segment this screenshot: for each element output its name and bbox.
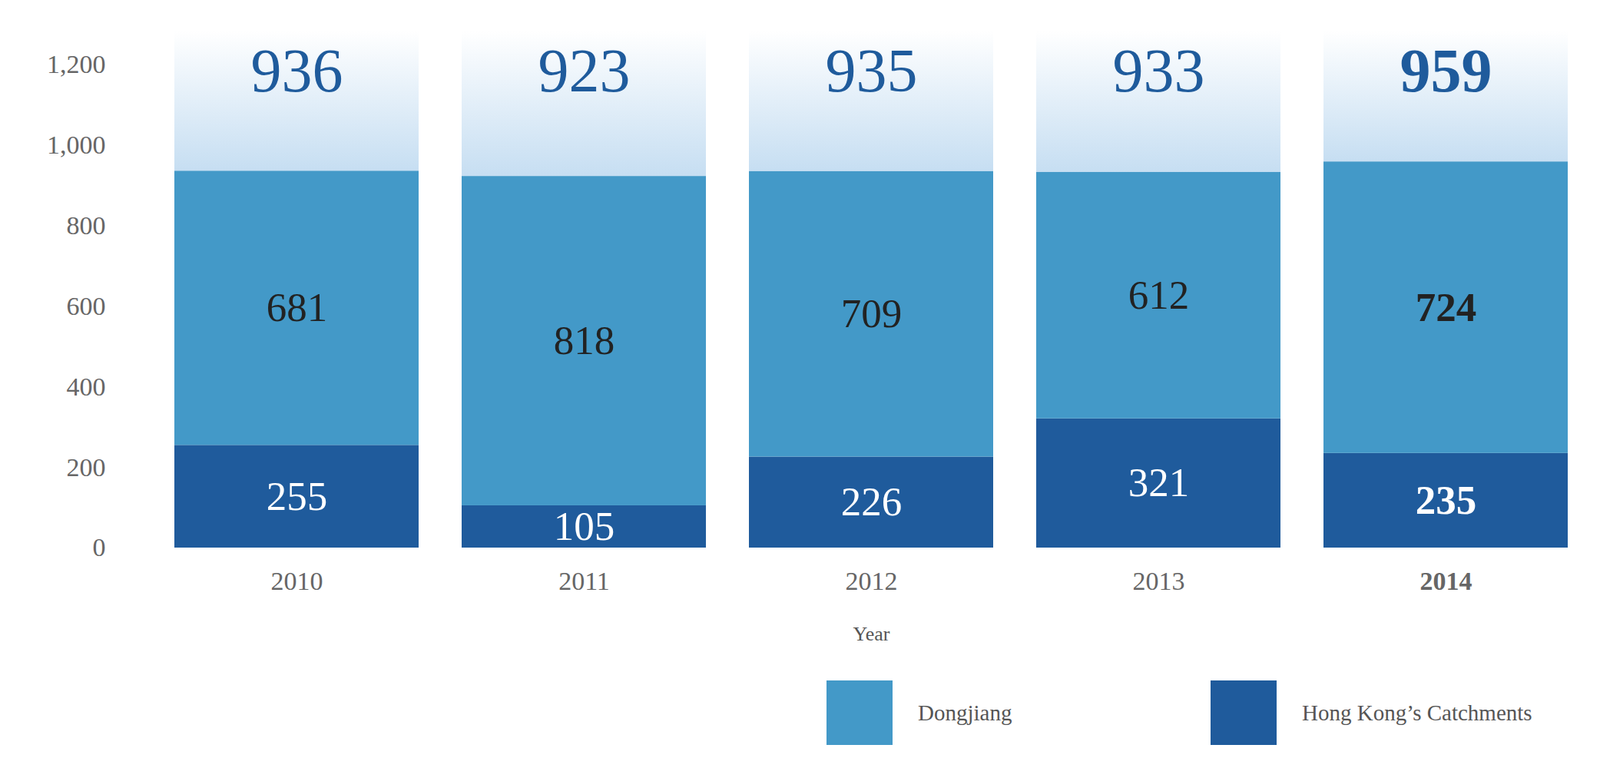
svg-text:959: 959 [1400, 36, 1493, 105]
svg-text:Year: Year [853, 622, 891, 646]
svg-text:923: 923 [538, 36, 631, 105]
svg-text:235: 235 [1415, 477, 1478, 523]
svg-text:935: 935 [825, 36, 918, 105]
svg-text:724: 724 [1415, 284, 1478, 330]
svg-text:105: 105 [553, 503, 616, 549]
svg-text:612: 612 [1128, 272, 1190, 318]
html-text:Hong Kong’s Catchments: Hong Kong’s Catchments [1301, 700, 1533, 725]
svg-text:2013: 2013 [1132, 566, 1186, 596]
svg-text:681: 681 [266, 284, 328, 330]
svg-text:600: 600 [66, 291, 107, 321]
svg-text:818: 818 [553, 318, 616, 363]
svg-text:2014: 2014 [1420, 566, 1473, 596]
svg-text:2010: 2010 [271, 566, 324, 596]
svg-text:226: 226 [841, 479, 903, 524]
svg-text:933: 933 [1113, 36, 1206, 105]
svg-text:1,200: 1,200 [46, 49, 107, 79]
svg-text:400: 400 [66, 372, 107, 401]
svg-text:255: 255 [266, 473, 328, 519]
svg-text:800: 800 [66, 211, 107, 240]
svg-text:1,000: 1,000 [46, 130, 107, 160]
svg-text:2011: 2011 [558, 566, 610, 596]
html-text:Dongjiang: Dongjiang [917, 700, 1012, 725]
svg-text:936: 936 [251, 36, 344, 105]
svg-text:200: 200 [66, 453, 107, 482]
svg-text:0: 0 [92, 533, 107, 562]
svg-text:321: 321 [1128, 460, 1190, 505]
svg-text:2012: 2012 [845, 566, 898, 596]
svg-text:709: 709 [841, 291, 903, 336]
